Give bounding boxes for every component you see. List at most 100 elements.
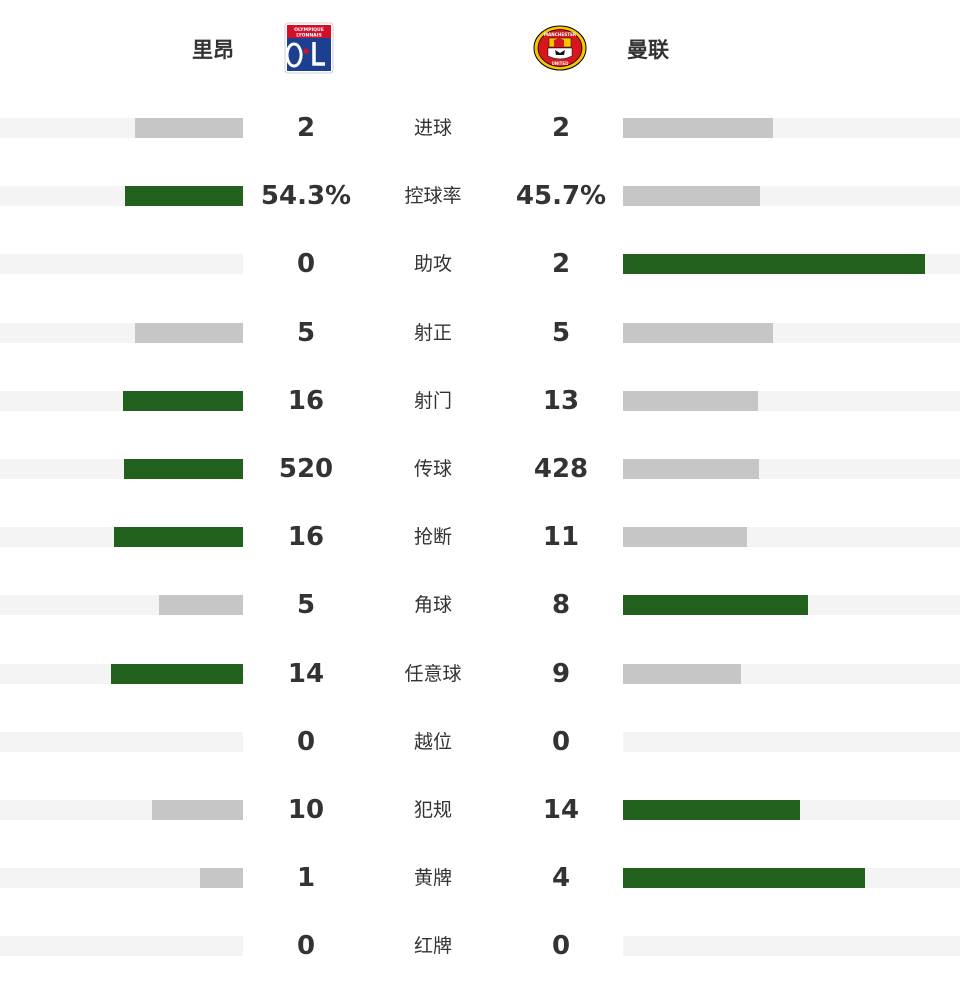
home-stat-bar-track — [0, 118, 243, 138]
home-logo-text-bottom: LYONNAIS — [296, 33, 322, 39]
home-stat-bar — [123, 390, 243, 411]
home-stat-bar — [200, 868, 243, 889]
olympique-lyonnais-logo-icon[interactable]: OLYMPIQUE LYONNAIS — [284, 22, 334, 74]
home-stat-bar — [135, 118, 243, 138]
away-stat-value: 9 — [551, 658, 571, 689]
away-stat-bar — [623, 799, 800, 820]
home-stat-bar — [111, 663, 243, 684]
away-logo-text-bottom: UNITED — [552, 61, 570, 66]
home-logo-text-top: OLYMPIQUE — [294, 27, 324, 33]
home-stat-value: 54.3% — [260, 181, 352, 212]
stat-row: 54.3% 控球率 45.7% — [0, 162, 960, 230]
away-stat-value: 5 — [551, 317, 571, 348]
home-stat-bar-track — [0, 731, 243, 752]
home-stat-bar — [124, 458, 243, 479]
home-stat-bar — [125, 186, 243, 207]
home-stat-value: 0 — [296, 931, 316, 962]
stat-label: 控球率 — [404, 185, 462, 208]
stat-row: 0 红牌 0 — [0, 912, 960, 980]
away-stat-bar-track — [623, 799, 960, 820]
home-stat-value: 520 — [278, 453, 334, 484]
away-stat-bar-track — [623, 663, 960, 684]
away-stat-bar-track — [623, 731, 960, 752]
stat-label: 红牌 — [413, 935, 452, 958]
stat-row: 2 进球 2 — [0, 94, 960, 162]
away-stat-value: 2 — [551, 113, 571, 143]
home-stat-bar-track — [0, 595, 243, 616]
away-stat-value: 4 — [551, 863, 571, 894]
stat-label: 传球 — [413, 457, 452, 480]
stat-row: 520 传球 428 — [0, 435, 960, 503]
home-stat-bar — [152, 799, 243, 820]
home-stat-value: 5 — [296, 317, 316, 348]
away-stat-bar — [623, 595, 808, 616]
stat-row: 16 抢断 11 — [0, 503, 960, 571]
away-stat-bar — [623, 390, 758, 411]
away-stat-bar — [623, 118, 773, 138]
home-stat-bar-track — [0, 868, 243, 889]
home-stat-value: 10 — [287, 794, 325, 825]
away-stat-bar-track — [623, 868, 960, 889]
away-stat-value: 14 — [542, 794, 580, 825]
away-stat-bar-track — [623, 186, 960, 207]
stat-row: 5 射正 5 — [0, 299, 960, 367]
match-header: 里昂 OLYMPIQUE LYONNAIS MANCHESTER UNITED … — [0, 0, 960, 100]
home-stat-value: 2 — [296, 113, 316, 143]
stat-label: 角球 — [413, 594, 452, 617]
away-stat-value: 45.7% — [515, 181, 607, 212]
away-stat-value: 0 — [551, 931, 571, 962]
stat-label: 射正 — [413, 321, 452, 344]
away-stat-value: 8 — [551, 590, 571, 621]
home-stat-bar-track — [0, 936, 243, 957]
stat-label: 任意球 — [404, 662, 462, 685]
away-team-name[interactable]: 曼联 — [627, 38, 669, 62]
away-stat-bar — [623, 186, 760, 207]
home-stat-bar — [159, 595, 243, 616]
stat-row: 0 越位 0 — [0, 708, 960, 776]
home-stat-bar-track — [0, 799, 243, 820]
stat-label: 黄牌 — [413, 867, 452, 890]
home-stat-bar-track — [0, 322, 243, 343]
home-stat-bar-track — [0, 186, 243, 207]
away-stat-bar-track — [623, 527, 960, 548]
home-stat-value: 1 — [296, 863, 316, 894]
stat-label: 进球 — [413, 117, 452, 139]
home-stat-value: 14 — [287, 658, 325, 689]
manchester-united-logo-icon[interactable]: MANCHESTER UNITED — [533, 25, 587, 71]
away-stat-bar-track — [623, 595, 960, 616]
away-stat-bar — [623, 527, 747, 548]
away-stat-bar-track — [623, 390, 960, 411]
away-stat-bar — [623, 868, 865, 889]
away-stat-bar — [623, 254, 925, 275]
away-logo-text-top: MANCHESTER — [544, 32, 577, 37]
away-stat-bar — [623, 458, 759, 479]
stat-row: 5 角球 8 — [0, 571, 960, 639]
home-team-name[interactable]: 里昂 — [192, 38, 234, 62]
away-stat-value: 428 — [533, 453, 589, 484]
match-stats-list: 2 进球 2 54.3% 控球率 45.7% 0 助攻 2 5 射正 5 16 射门 13 520 传球 428 1… — [0, 94, 960, 980]
home-stat-bar-track — [0, 254, 243, 275]
away-stat-value: 13 — [542, 385, 580, 416]
away-stat-value: 2 — [551, 249, 571, 280]
home-stat-bar-track — [0, 663, 243, 684]
stat-row: 16 射门 13 — [0, 367, 960, 435]
stat-row: 1 黄牌 4 — [0, 844, 960, 912]
home-stat-bar — [114, 527, 243, 548]
away-stat-bar-track — [623, 936, 960, 957]
stat-row: 0 助攻 2 — [0, 230, 960, 298]
stat-label: 射门 — [413, 389, 452, 412]
home-stat-bar-track — [0, 458, 243, 479]
away-stat-bar-track — [623, 458, 960, 479]
home-stat-bar-track — [0, 390, 243, 411]
away-stat-bar-track — [623, 118, 960, 138]
away-stat-bar-track — [623, 322, 960, 343]
home-stat-value: 0 — [296, 726, 316, 757]
stat-label: 越位 — [413, 730, 452, 753]
away-stat-value: 0 — [551, 726, 571, 757]
home-stat-value: 16 — [287, 385, 325, 416]
away-stat-value: 11 — [542, 522, 580, 553]
stat-label: 助攻 — [413, 253, 452, 276]
home-stat-value: 5 — [296, 590, 316, 621]
home-stat-value: 16 — [287, 522, 325, 553]
away-stat-bar — [623, 663, 741, 684]
